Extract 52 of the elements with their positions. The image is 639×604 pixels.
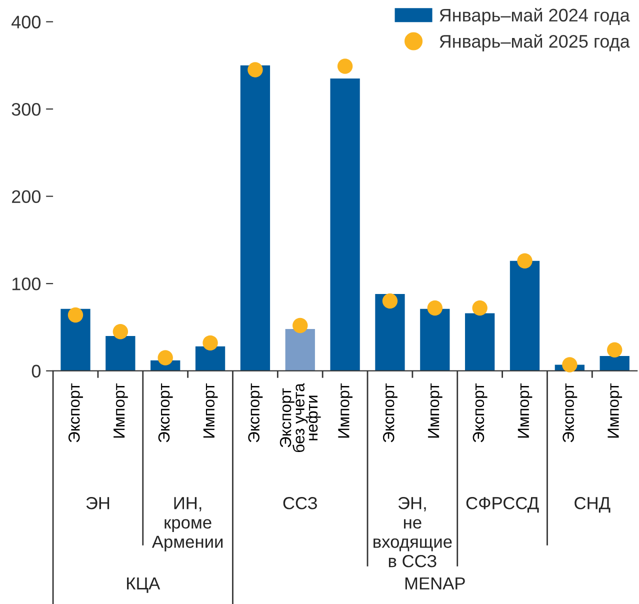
legend-label: Январь–май 2025 года: [440, 34, 630, 52]
x-tick-label: Импорт: [608, 383, 622, 438]
x-tick-label: Экспорт: [382, 383, 398, 442]
point: [337, 58, 353, 74]
bar: [420, 308, 450, 371]
x-tick-label: Импорт: [203, 383, 218, 438]
bar: [195, 346, 226, 371]
bar: [600, 356, 630, 371]
x-tick-label: Импорт: [114, 383, 128, 438]
point: [562, 357, 578, 372]
text: ССЗ: [283, 496, 317, 510]
x-tick-label: Экспорт без учета нефти: [280, 383, 321, 452]
text: ЭН, не входящие в ССЗ: [374, 496, 452, 568]
bar: [510, 260, 540, 371]
x-tick-label: Экспорт: [68, 383, 83, 442]
x-tick-label: Импорт: [518, 383, 532, 438]
point: [382, 293, 398, 309]
point: [427, 300, 443, 316]
bar: [60, 308, 90, 371]
x-tick-label: Импорт: [338, 383, 353, 438]
point: [112, 324, 128, 340]
y-tick-label: 100: [12, 278, 41, 290]
bar: [330, 78, 360, 371]
x-tick-label: Экспорт: [472, 383, 488, 442]
bar: [106, 336, 136, 371]
text: MENAP: [405, 577, 465, 590]
point: [248, 62, 263, 78]
point: [517, 253, 532, 268]
bar: [465, 313, 495, 371]
text: СФРССД: [466, 496, 539, 513]
point: [68, 307, 84, 323]
x-tick-label: Экспорт: [562, 383, 578, 442]
bar: [240, 65, 270, 371]
point: [607, 342, 622, 358]
x-tick-label: Импорт: [428, 383, 442, 438]
y-tick-label: 400: [12, 16, 41, 28]
text: ЭН: [86, 496, 110, 510]
text: ИН, кроме Армении: [152, 497, 223, 552]
y-tick-label: 0: [32, 364, 41, 378]
point: [472, 300, 488, 316]
y-tick-label: 200: [12, 190, 41, 204]
point: [292, 318, 308, 334]
x-tick-label: Экспорт: [158, 383, 173, 442]
bar: [285, 328, 315, 371]
legend-label: Январь–май 2024 года: [440, 8, 630, 26]
point: [158, 350, 173, 366]
text: СНД: [574, 496, 610, 513]
bar: [375, 294, 405, 371]
point: [202, 335, 218, 351]
text: КЦА: [127, 577, 160, 593]
x-tick-label: Экспорт: [248, 383, 263, 442]
y-tick-label: 300: [12, 102, 41, 116]
